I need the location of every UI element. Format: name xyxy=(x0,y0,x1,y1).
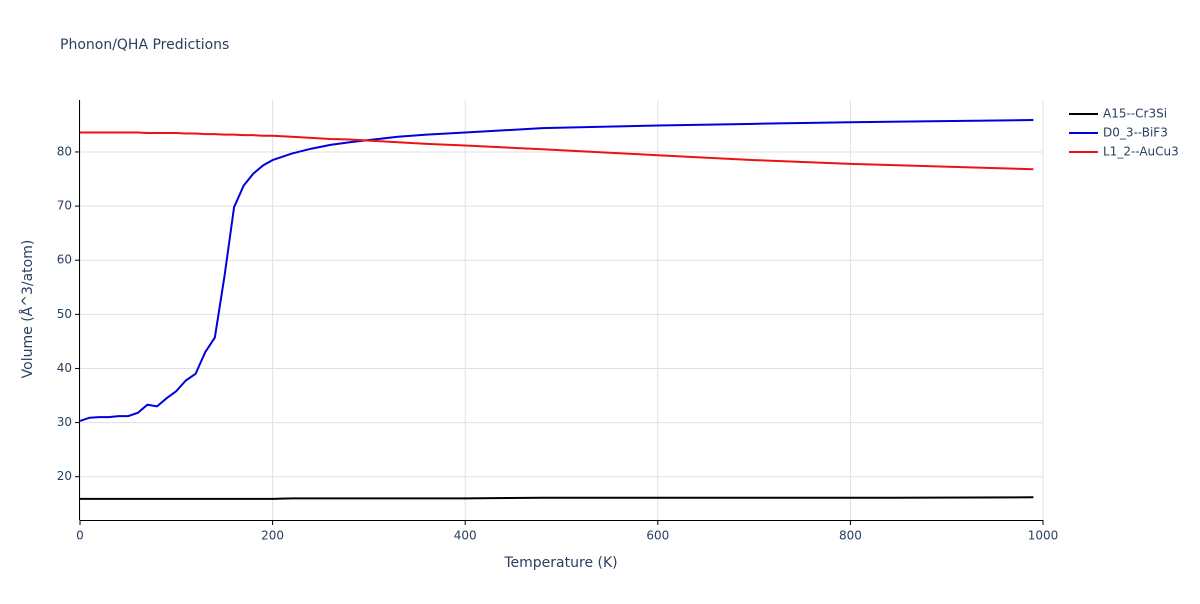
x-tick-label: 400 xyxy=(454,529,477,543)
line xyxy=(80,496,1034,500)
y-tick-label: 80 xyxy=(57,144,72,158)
y-axis-title: Volume (Å^3/atom) xyxy=(19,240,36,379)
plot xyxy=(79,119,1034,500)
line xyxy=(79,119,1034,422)
y-tick-label: 20 xyxy=(57,469,72,483)
y-tick-label: 40 xyxy=(57,361,72,375)
x-axis-title: Temperature (K) xyxy=(503,555,617,571)
x-tick-label: 200 xyxy=(261,529,284,543)
legend-label: A15--Cr3Si xyxy=(1103,107,1167,121)
y-tick-label: 60 xyxy=(57,253,72,267)
grid xyxy=(79,100,1044,520)
legend-label: L1_2--AuCu3 xyxy=(1103,145,1179,159)
line xyxy=(80,131,1034,171)
chart-title: Phonon/QHA Predictions xyxy=(60,37,229,53)
y-tick-label: 50 xyxy=(57,307,72,321)
x-tick-label: 0 xyxy=(76,529,84,543)
y-tick-label: 30 xyxy=(57,415,72,429)
y-tick-label: 70 xyxy=(57,199,72,213)
x-tick-label: 1000 xyxy=(1028,529,1059,543)
x-tick-label: 800 xyxy=(839,529,862,543)
legend-label: D0_3--BiF3 xyxy=(1103,126,1168,140)
x-tick-label: 600 xyxy=(646,529,669,543)
